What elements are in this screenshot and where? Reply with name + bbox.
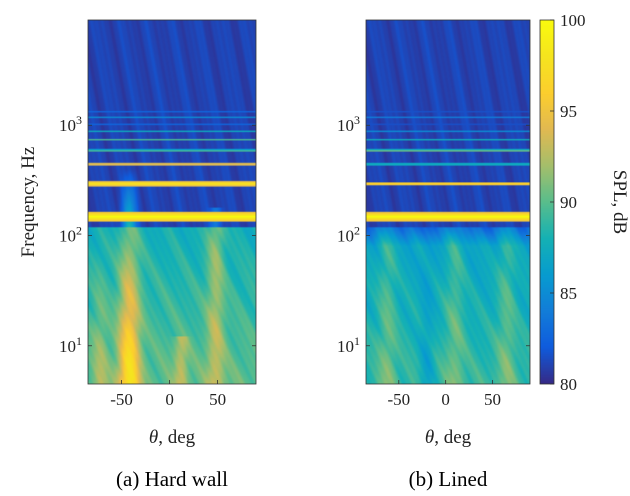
- caption-hard-wall: (a) Hard wall: [116, 467, 228, 491]
- plot-frame-hard-wall: [87, 19, 257, 385]
- colorbar: 80 85 90 95 100 SPL, dB: [539, 11, 630, 394]
- x-tick-label: 50: [484, 390, 501, 409]
- caption-lined: (b) Lined: [409, 467, 488, 491]
- x-tick-label: 50: [209, 390, 226, 409]
- colorbar-tick-label: 80: [560, 375, 577, 394]
- y-tick-label: 101: [59, 334, 82, 356]
- y-tick-label: 103: [59, 113, 82, 135]
- y-tick-label: 102: [337, 223, 360, 245]
- colorbar-tick-label: 100: [560, 11, 586, 30]
- y-tick-label: 101: [337, 334, 360, 356]
- ticks-hard-wall: -50 0 50 101 102 103: [59, 113, 256, 409]
- plot-frame-lined: [365, 19, 531, 385]
- y-tick-label: 102: [59, 223, 82, 245]
- x-axis-label-lined: θ, deg: [425, 427, 472, 448]
- x-tick-label: 0: [165, 390, 174, 409]
- x-axis-label-hard-wall: θ, deg: [149, 427, 196, 448]
- ticks-lined: -50 0 50 101 102 103: [337, 113, 530, 409]
- x-tick-label: -50: [387, 390, 410, 409]
- panel-lined: -50 0 50 101 102 103 θ, deg (b) Lined: [337, 19, 531, 491]
- x-tick-label: 0: [441, 390, 450, 409]
- colorbar-ticks: 80 85 90 95 100: [550, 11, 586, 394]
- x-tick-label: -50: [110, 390, 133, 409]
- colorbar-tick-label: 90: [560, 193, 577, 212]
- y-tick-label: 103: [337, 113, 360, 135]
- heatmap-lined: [366, 20, 530, 384]
- panel-hard-wall: -50 0 50 101 102 103 Frequency, Hz θ, deg (a)…: [18, 19, 257, 491]
- heatmap-hard-wall: [88, 20, 256, 384]
- colorbar-tick-label: 95: [560, 102, 577, 121]
- colorbar-tick-label: 85: [560, 284, 577, 303]
- colorbar-label: SPL, dB: [609, 170, 630, 234]
- y-axis-label: Frequency, Hz: [18, 147, 39, 258]
